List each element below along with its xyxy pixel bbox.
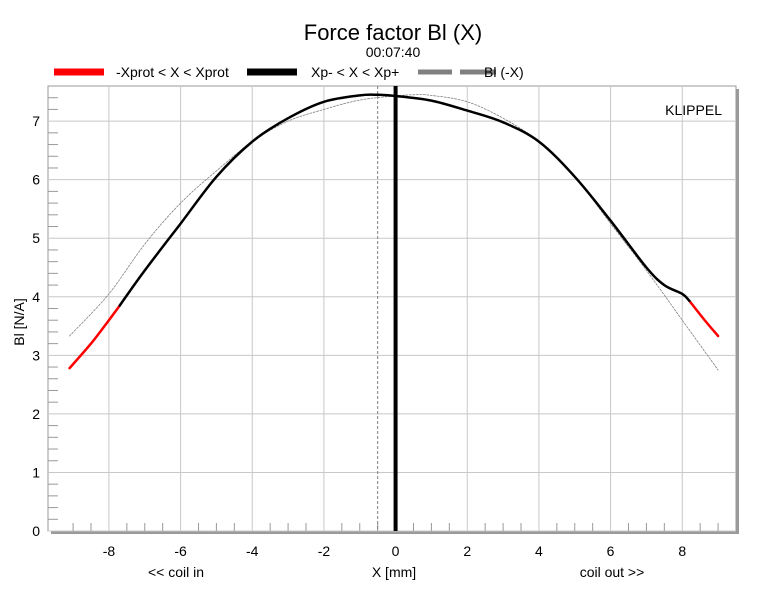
plot-frame [47, 85, 737, 532]
klippel-watermark: KLIPPEL [665, 102, 722, 118]
x-tick-label: 8 [678, 543, 686, 559]
y-tick-labels: 0 1 2 3 4 5 6 7 [32, 113, 40, 539]
y-tick-label: 1 [32, 464, 40, 480]
legend-label: Bl (-X) [484, 64, 524, 80]
series-bl-minus-x [69, 94, 719, 371]
minor-ticks [48, 97, 719, 531]
x-tick-label: 6 [607, 543, 615, 559]
chart-title: Force factor Bl (X) [304, 20, 482, 45]
y-tick-label: 5 [32, 230, 40, 246]
x-tick-label: 2 [463, 543, 471, 559]
x-tick-label: 0 [392, 543, 400, 559]
y-tick-label: 0 [32, 523, 40, 539]
x-tick-label: 4 [535, 543, 543, 559]
x-annotation-coil-in: << coil in [148, 564, 204, 580]
vertical-markers [377, 86, 398, 531]
plot-area [47, 85, 739, 534]
x-annotation-coil-out: coil out >> [580, 564, 645, 580]
y-axis-label: Bl [N/A] [11, 298, 27, 345]
series-xp-range [118, 93, 691, 307]
legend-label: -Xprot < X < Xprot [116, 64, 229, 80]
y-tick-label: 6 [32, 172, 40, 188]
y-tick-label: 4 [32, 289, 40, 305]
legend-label: Xp- < X < Xp+ [311, 64, 399, 80]
x-axis-label: X [mm] [372, 564, 416, 580]
x-tick-label: -8 [103, 543, 116, 559]
series-group [68, 93, 720, 371]
series-xprot-range [68, 304, 121, 370]
y-tick-label: 3 [32, 347, 40, 363]
chart-subtitle: 00:07:40 [366, 44, 421, 60]
x-tick-label: -6 [174, 543, 187, 559]
y-tick-label: 2 [32, 406, 40, 422]
y-tick-label: 7 [32, 113, 40, 129]
x-tick-labels: -8 -6 -4 -2 0 2 4 6 8 [103, 543, 687, 559]
series-xprot-range [688, 299, 720, 338]
x-tick-label: -4 [246, 543, 259, 559]
x-tick-label: -2 [318, 543, 331, 559]
legend: -Xprot < X < Xprot Xp- < X < Xp+ Bl (-X) [54, 64, 524, 80]
